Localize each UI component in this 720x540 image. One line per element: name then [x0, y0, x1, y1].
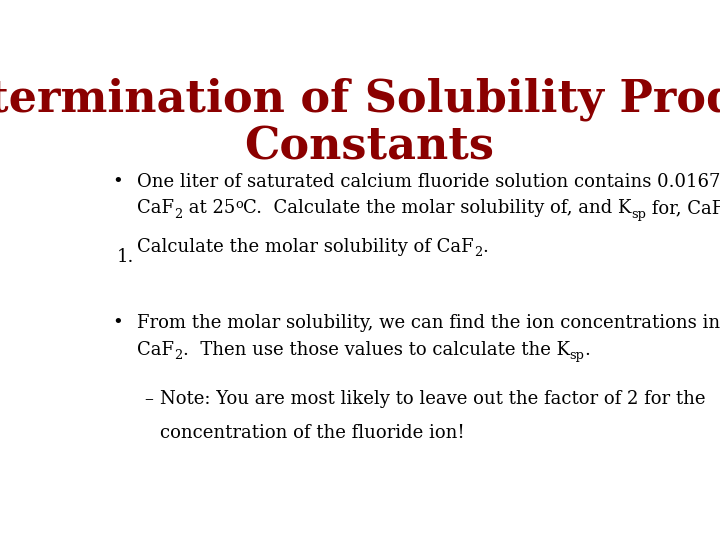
Text: for, CaF: for, CaF: [646, 199, 720, 218]
Text: .: .: [585, 341, 590, 359]
Text: 2: 2: [174, 349, 183, 362]
Text: .: .: [482, 238, 488, 255]
Text: •: •: [112, 314, 123, 332]
Text: sp: sp: [631, 208, 646, 221]
Text: .  Then use those values to calculate the K: . Then use those values to calculate the…: [183, 341, 570, 359]
Text: CaF: CaF: [138, 199, 174, 218]
Text: 1.: 1.: [117, 248, 134, 266]
Text: –: –: [145, 390, 153, 408]
Text: Note: You are most likely to leave out the factor of 2 for the: Note: You are most likely to leave out t…: [160, 390, 706, 408]
Text: CaF: CaF: [138, 341, 174, 359]
Text: Constants: Constants: [244, 125, 494, 168]
Text: From the molar solubility, we can find the ion concentrations in saturated: From the molar solubility, we can find t…: [138, 314, 720, 332]
Text: sp: sp: [570, 349, 585, 362]
Text: Calculate the molar solubility of CaF: Calculate the molar solubility of CaF: [138, 238, 474, 255]
Text: Determination of Solubility Product: Determination of Solubility Product: [0, 77, 720, 121]
Text: at 25: at 25: [183, 199, 235, 218]
Text: 2: 2: [174, 208, 183, 221]
Text: •: •: [112, 173, 123, 191]
Text: concentration of the fluoride ion!: concentration of the fluoride ion!: [160, 424, 464, 442]
Text: 2: 2: [474, 246, 482, 259]
Text: o: o: [235, 198, 243, 211]
Text: C.  Calculate the molar solubility of, and K: C. Calculate the molar solubility of, an…: [243, 199, 631, 218]
Text: One liter of saturated calcium fluoride solution contains 0.0167 gram of: One liter of saturated calcium fluoride …: [138, 173, 720, 191]
